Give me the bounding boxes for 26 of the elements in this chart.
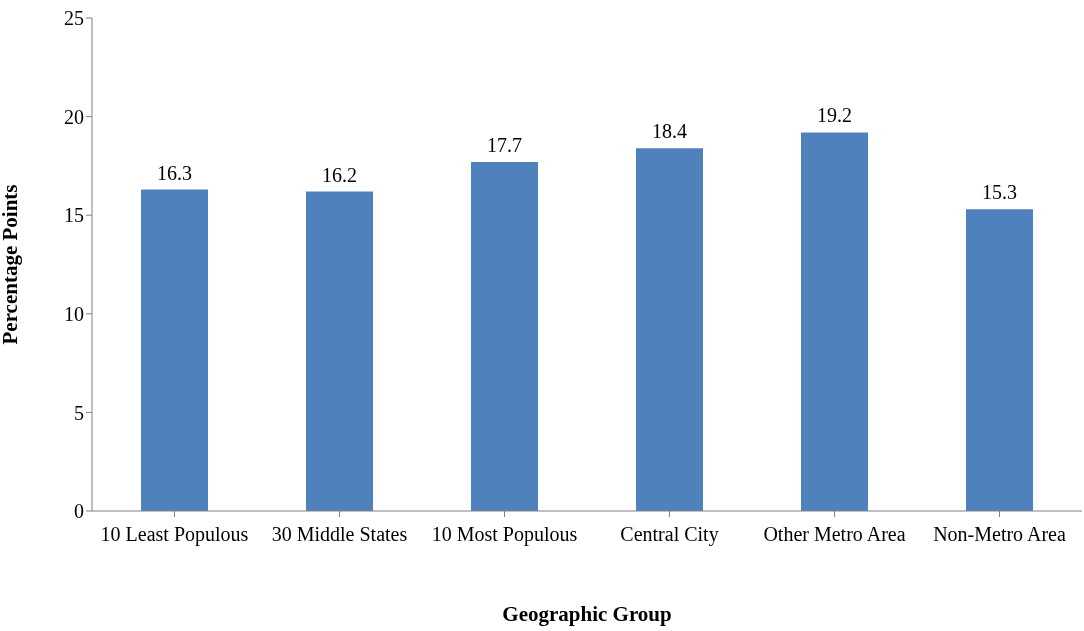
- bar: [636, 148, 703, 511]
- x-tick-label: Central City: [620, 523, 719, 547]
- bar: [471, 161, 538, 511]
- bar: [966, 209, 1033, 511]
- data-label: 16.3: [157, 161, 192, 184]
- data-label: 18.4: [652, 120, 687, 143]
- x-axis-title: Geographic Group: [502, 602, 672, 626]
- y-tick-label: 15: [64, 204, 84, 227]
- data-label: 17.7: [487, 133, 522, 156]
- data-label: 16.2: [322, 163, 357, 186]
- x-tick-label: Other Metro Area: [763, 523, 906, 546]
- x-tick-label: 10 Least Populous: [100, 523, 249, 547]
- y-tick-label: 25: [64, 7, 84, 30]
- y-axis-title: Percentage Points: [0, 184, 23, 345]
- y-tick-label: 0: [74, 500, 84, 523]
- x-tick-label: Non-Metro Area: [933, 523, 1066, 546]
- y-tick-label: 5: [74, 401, 84, 424]
- x-tick-label: 10 Most Populous: [431, 523, 578, 547]
- y-tick-label: 20: [64, 105, 84, 128]
- data-label: 19.2: [817, 104, 852, 127]
- bar: [801, 132, 868, 511]
- data-label: 15.3: [982, 181, 1017, 204]
- bar: [141, 189, 208, 511]
- x-tick-label: 30 Middle States: [271, 523, 408, 546]
- y-tick-label: 10: [64, 302, 84, 325]
- bar: [306, 191, 373, 511]
